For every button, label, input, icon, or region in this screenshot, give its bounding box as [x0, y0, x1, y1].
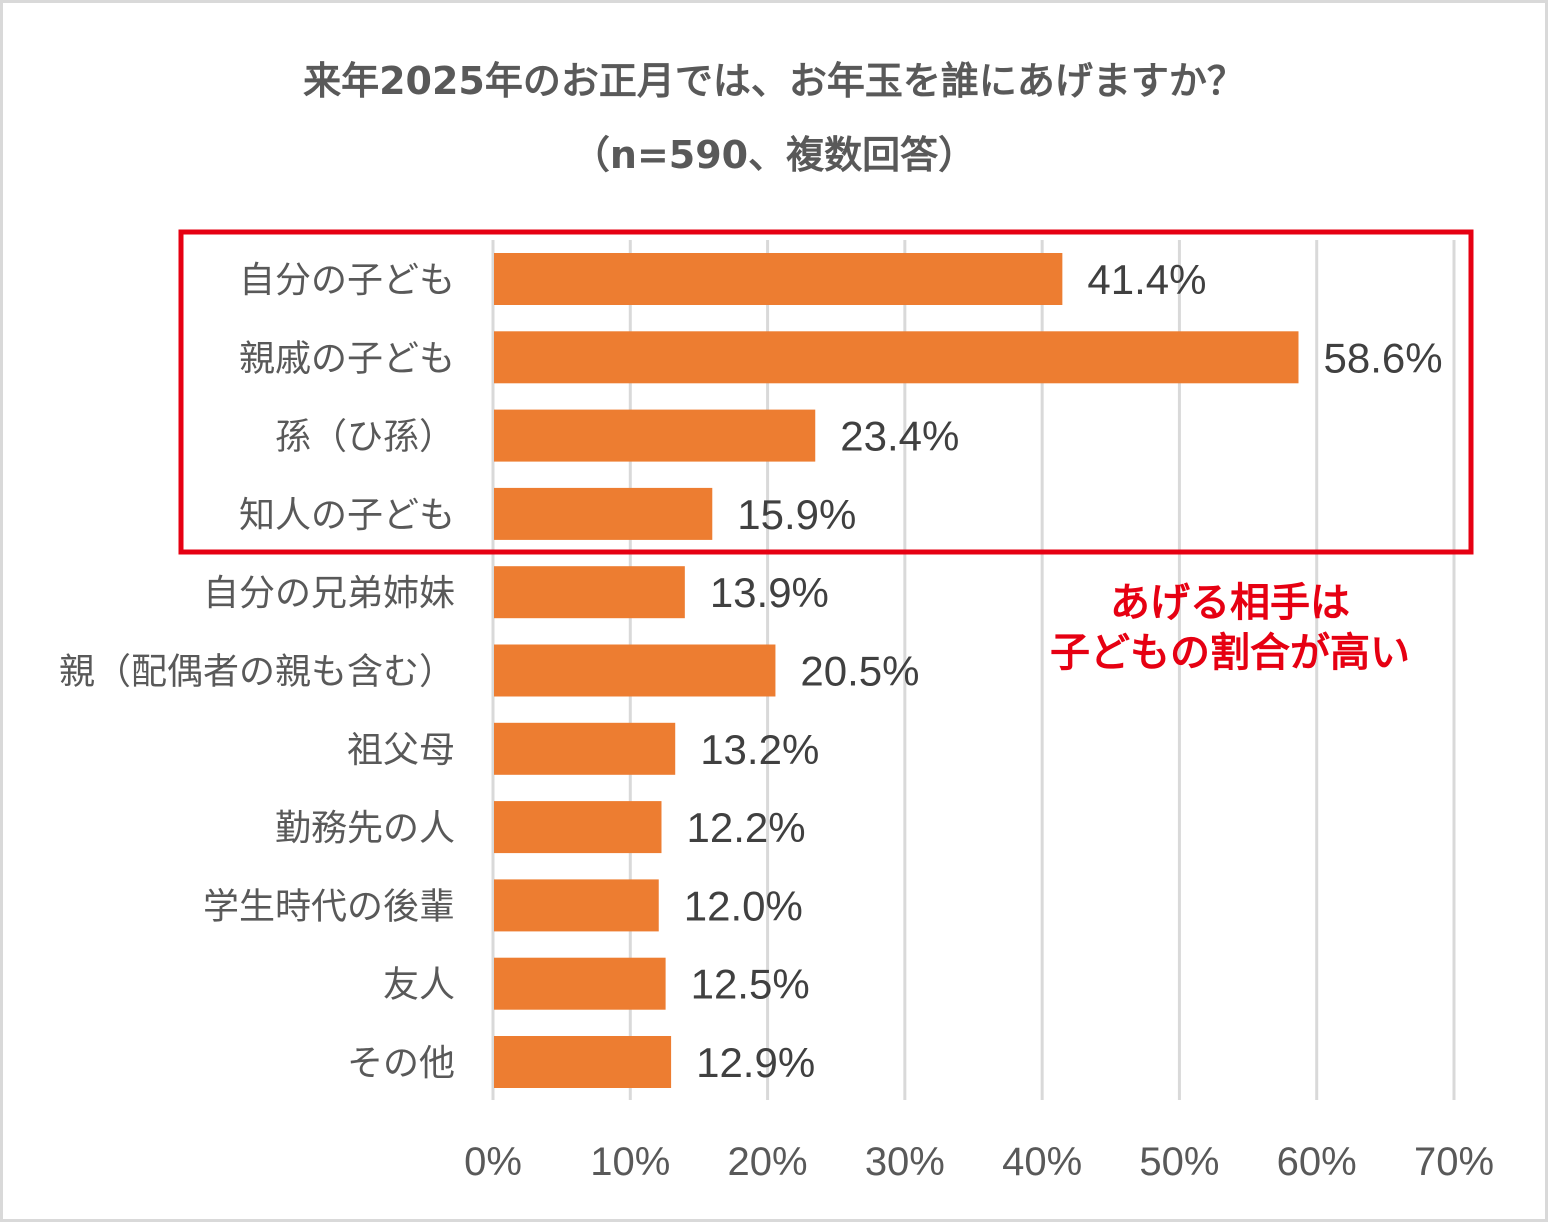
bar	[494, 487, 713, 540]
category-label: 自分の子ども	[239, 260, 455, 301]
x-tick-label: 70%	[1414, 1140, 1494, 1184]
value-label: 58.6%	[1323, 334, 1442, 381]
bar	[494, 566, 685, 619]
value-label: 13.2%	[700, 726, 819, 773]
bar	[494, 1036, 672, 1088]
category-label: 親（配偶者の親も含む）	[59, 652, 455, 693]
bar	[494, 409, 816, 462]
category-label: 祖父母	[347, 730, 455, 771]
value-label: 12.5%	[691, 961, 810, 1008]
highlight-box	[178, 229, 1474, 555]
x-tick-label: 50%	[1139, 1140, 1219, 1184]
category-label: 自分の兄弟姉妹	[203, 573, 455, 614]
bar	[494, 957, 666, 1010]
category-label: 勤務先の人	[275, 808, 455, 849]
x-tick-label: 20%	[728, 1140, 808, 1184]
value-label: 20.5%	[800, 648, 919, 695]
x-axis-tick-labels: 0% 10% 20% 30% 40% 50% 60% 70%	[464, 1140, 1494, 1184]
chart-subtitle: （n=590、複数回答）	[571, 133, 977, 177]
value-label: 13.9%	[710, 569, 829, 616]
bar	[494, 879, 659, 932]
annotation-line1: あげる相手は	[1110, 580, 1350, 626]
bar	[494, 331, 1299, 384]
category-label: 友人	[383, 965, 455, 1006]
value-label: 12.9%	[696, 1039, 815, 1086]
value-label: 15.9%	[737, 491, 856, 538]
x-tick-label: 10%	[590, 1140, 670, 1184]
value-labels: 41.4% 58.6% 23.4% 15.9% 13.9% 20.5% 13.2% 12.2%…	[684, 256, 1443, 1086]
chart-title: 来年2025年のお正月では、お年玉を誰にあげますか？	[303, 59, 1245, 103]
value-label: 41.4%	[1087, 256, 1206, 303]
category-label: 知人の子ども	[239, 495, 455, 536]
x-tick-label: 30%	[865, 1140, 945, 1184]
value-label: 12.0%	[684, 882, 803, 929]
value-label: 23.4%	[840, 413, 959, 460]
x-tick-label: 40%	[1002, 1140, 1082, 1184]
value-label: 12.2%	[686, 804, 805, 851]
category-label: 孫（ひ孫）	[275, 417, 455, 458]
bar	[494, 253, 1063, 305]
bar	[494, 644, 776, 697]
bar	[494, 722, 676, 775]
category-label: 学生時代の後輩	[203, 886, 455, 927]
bars	[494, 253, 1299, 1088]
x-tick-label: 0%	[464, 1140, 522, 1184]
x-tick-label: 60%	[1277, 1140, 1357, 1184]
bar	[494, 801, 662, 854]
category-label: 親戚の子ども	[239, 338, 455, 379]
annotation-line2: 子どもの割合が高い	[1050, 630, 1410, 676]
category-label: その他	[347, 1043, 455, 1084]
